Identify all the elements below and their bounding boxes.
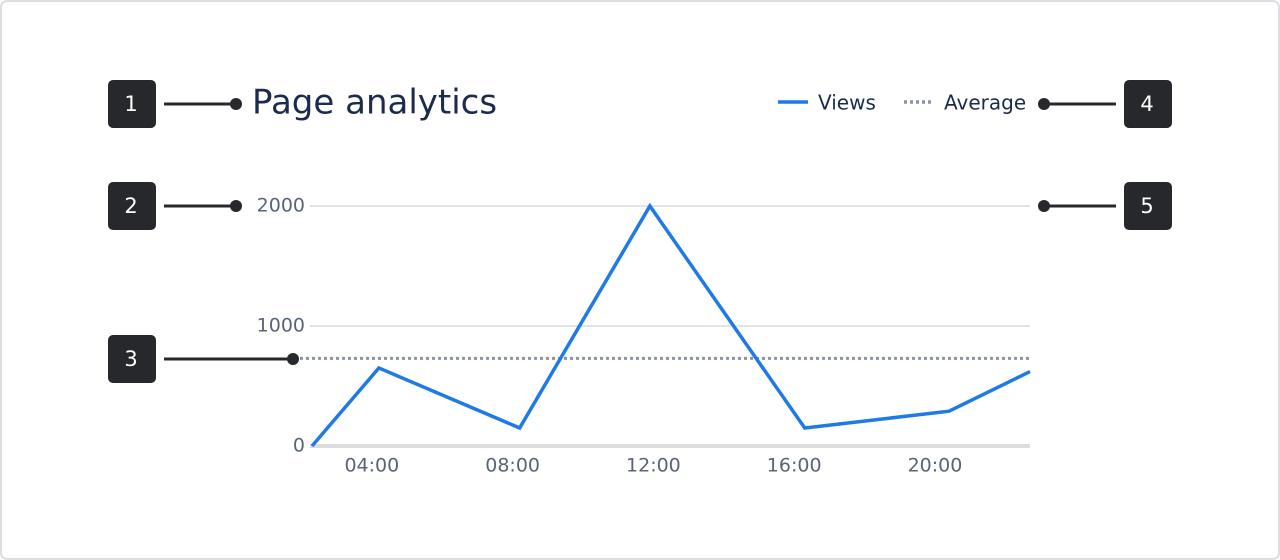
callout-dot <box>230 200 242 212</box>
x-tick-label: 12:00 <box>626 455 681 477</box>
callout-box <box>108 335 156 383</box>
callout-dot <box>1038 200 1050 212</box>
chart-title: Page analytics <box>252 83 497 123</box>
callout-number: 1 <box>124 92 137 116</box>
callout-box <box>108 80 156 128</box>
x-tick-label: 04:00 <box>344 455 399 477</box>
callout-number: 5 <box>1140 194 1153 218</box>
callout-number: 4 <box>1140 92 1153 116</box>
callout-number: 2 <box>124 194 137 218</box>
callout-dot <box>1038 98 1050 110</box>
y-tick-label: 1000 <box>257 315 305 337</box>
callout-box <box>108 182 156 230</box>
callout-box <box>1124 80 1172 128</box>
x-tick-label: 08:00 <box>485 455 540 477</box>
callout-dot <box>230 98 242 110</box>
y-tick-label: 0 <box>293 435 305 457</box>
x-tick-label: 16:00 <box>767 455 822 477</box>
y-tick-label: 2000 <box>257 195 305 217</box>
legend-label: Average <box>944 91 1026 115</box>
callout-dot <box>287 353 299 365</box>
legend-label: Views <box>818 91 876 115</box>
x-tick-label: 20:00 <box>908 455 963 477</box>
callout-box <box>1124 182 1172 230</box>
callout-number: 3 <box>124 347 137 371</box>
views-line <box>310 202 1031 448</box>
